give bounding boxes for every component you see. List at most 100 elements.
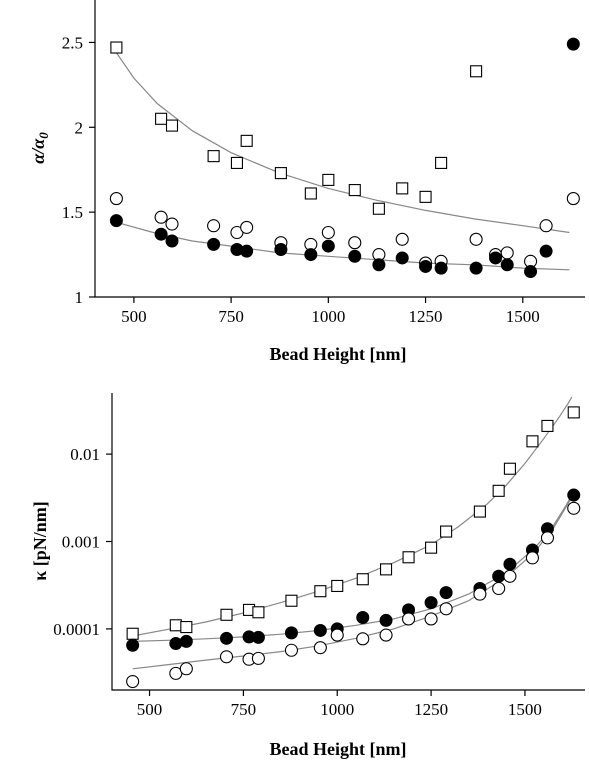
kappa-point-open-circle bbox=[251, 651, 265, 665]
alpha-point-open-square bbox=[419, 190, 432, 203]
alpha-point-filled-circle bbox=[566, 37, 580, 51]
kappa-x-axis-title: Bead Height [nm] bbox=[270, 739, 407, 759]
alpha-ratio-chart: 500 750 1000 1250 1500 1 1.5 2 2.5 Bead Height [… bbox=[28, 0, 585, 364]
kappa-point-open-circle bbox=[179, 662, 193, 676]
alpha-fit-curves bbox=[115, 52, 570, 271]
alpha-x-tick-label: 500 bbox=[121, 307, 147, 326]
kappa-point-open-circle bbox=[525, 551, 539, 565]
kappa-point-open-circle bbox=[567, 501, 581, 515]
alpha-point-filled-circle bbox=[154, 227, 168, 241]
kappa-point-filled-circle bbox=[284, 626, 298, 640]
alpha-point-open-circle bbox=[348, 236, 362, 250]
alpha-point-filled-circle bbox=[109, 214, 123, 228]
alpha-point-open-circle bbox=[566, 192, 580, 206]
kappa-y-axis-title: κ [pN/nm] bbox=[30, 501, 50, 581]
kappa-point-filled-circle bbox=[313, 623, 327, 637]
alpha-point-filled-circle bbox=[500, 258, 514, 272]
alpha-point-open-square bbox=[372, 202, 385, 215]
alpha-point-open-square bbox=[230, 156, 243, 169]
kappa-x-tick-label: 1250 bbox=[414, 700, 448, 719]
alpha-point-open-square bbox=[274, 167, 287, 180]
alpha-point-open-square bbox=[304, 187, 317, 200]
alpha-fit-line-open-square bbox=[115, 52, 570, 234]
kappa-point-filled-circle bbox=[251, 630, 265, 644]
kappa-point-filled-circle bbox=[424, 596, 438, 610]
kappa-data-points bbox=[126, 406, 581, 689]
kappa-point-open-circle bbox=[284, 643, 298, 657]
stiffness-chart: 500 750 1000 1250 1500 0.0001 0.001 0.01 Bead H… bbox=[30, 393, 585, 759]
alpha-point-open-square bbox=[207, 150, 220, 163]
kappa-point-open-square bbox=[252, 606, 265, 619]
alpha-y-tick-label: 1.5 bbox=[62, 203, 83, 222]
kappa-point-open-circle bbox=[402, 612, 416, 626]
alpha-point-open-square bbox=[240, 134, 253, 147]
kappa-point-open-square bbox=[503, 462, 516, 475]
alpha-x-tick-label: 1250 bbox=[409, 307, 443, 326]
kappa-x-tick-label: 750 bbox=[231, 700, 257, 719]
alpha-point-filled-circle bbox=[207, 237, 221, 251]
alpha-point-filled-circle bbox=[539, 244, 553, 258]
kappa-point-open-circle bbox=[473, 587, 487, 601]
alpha-x-tick-label: 750 bbox=[218, 307, 244, 326]
kappa-point-open-square bbox=[440, 525, 453, 538]
kappa-point-open-square bbox=[285, 594, 298, 607]
alpha-point-filled-circle bbox=[372, 258, 386, 272]
kappa-y-tick-label: 0.001 bbox=[62, 533, 100, 552]
kappa-point-open-square bbox=[402, 551, 415, 564]
kappa-y-tick-label: 0.0001 bbox=[53, 620, 100, 639]
kappa-chart-axes bbox=[111, 393, 585, 691]
kappa-x-tick-label: 1500 bbox=[508, 700, 542, 719]
alpha-point-open-square bbox=[322, 173, 335, 186]
alpha-point-filled-circle bbox=[165, 234, 179, 248]
alpha-point-filled-circle bbox=[489, 251, 503, 265]
kappa-point-open-square bbox=[526, 435, 539, 448]
alpha-point-filled-circle bbox=[419, 259, 433, 273]
alpha-data-points bbox=[109, 37, 580, 279]
kappa-point-filled-circle bbox=[379, 613, 393, 627]
kappa-point-open-circle bbox=[492, 581, 506, 596]
alpha-point-filled-circle bbox=[434, 261, 448, 275]
alpha-point-open-circle bbox=[207, 219, 221, 233]
kappa-point-open-square bbox=[180, 621, 193, 634]
alpha-point-filled-circle bbox=[524, 265, 538, 279]
alpha-point-filled-circle bbox=[321, 239, 335, 253]
kappa-point-filled-circle bbox=[126, 638, 140, 652]
alpha-point-open-circle bbox=[240, 220, 254, 234]
alpha-point-open-circle bbox=[395, 232, 409, 246]
kappa-point-open-circle bbox=[379, 628, 393, 642]
alpha-y-tick-label: 2 bbox=[75, 118, 84, 137]
alpha-point-open-square bbox=[155, 112, 168, 125]
kappa-point-open-circle bbox=[503, 569, 517, 583]
alpha-point-open-square bbox=[470, 65, 483, 78]
kappa-point-open-circle bbox=[219, 650, 234, 664]
kappa-point-open-circle bbox=[540, 531, 555, 545]
alpha-point-open-circle bbox=[500, 246, 514, 260]
kappa-point-filled-circle bbox=[219, 631, 233, 645]
kappa-point-open-square bbox=[425, 541, 438, 554]
kappa-point-open-square bbox=[356, 573, 369, 586]
alpha-point-filled-circle bbox=[240, 244, 254, 258]
kappa-chart-ticks: 500 750 1000 1250 1500 0.0001 0.001 0.01 bbox=[53, 445, 542, 719]
alpha-point-open-square bbox=[110, 41, 123, 54]
kappa-point-open-circle bbox=[356, 632, 370, 646]
kappa-point-filled-circle bbox=[169, 637, 183, 651]
kappa-point-filled-circle bbox=[179, 634, 193, 648]
kappa-point-filled-circle bbox=[439, 586, 453, 600]
alpha-point-open-circle bbox=[539, 219, 553, 233]
kappa-x-tick-label: 1000 bbox=[320, 700, 354, 719]
alpha-point-open-circle bbox=[165, 217, 179, 231]
kappa-point-open-square bbox=[473, 505, 486, 518]
alpha-x-tick-label: 1500 bbox=[506, 307, 540, 326]
kappa-x-tick-label: 500 bbox=[137, 700, 163, 719]
kappa-point-open-square bbox=[567, 406, 580, 419]
kappa-point-open-square bbox=[126, 627, 139, 640]
kappa-point-open-square bbox=[541, 419, 554, 432]
kappa-point-open-circle bbox=[424, 612, 438, 626]
alpha-point-filled-circle bbox=[304, 248, 318, 262]
kappa-y-tick-label: 0.01 bbox=[70, 445, 100, 464]
kappa-point-open-circle bbox=[126, 674, 140, 689]
kappa-point-filled-circle bbox=[503, 557, 517, 571]
kappa-point-open-square bbox=[331, 579, 344, 593]
alpha-point-filled-circle bbox=[274, 242, 288, 256]
